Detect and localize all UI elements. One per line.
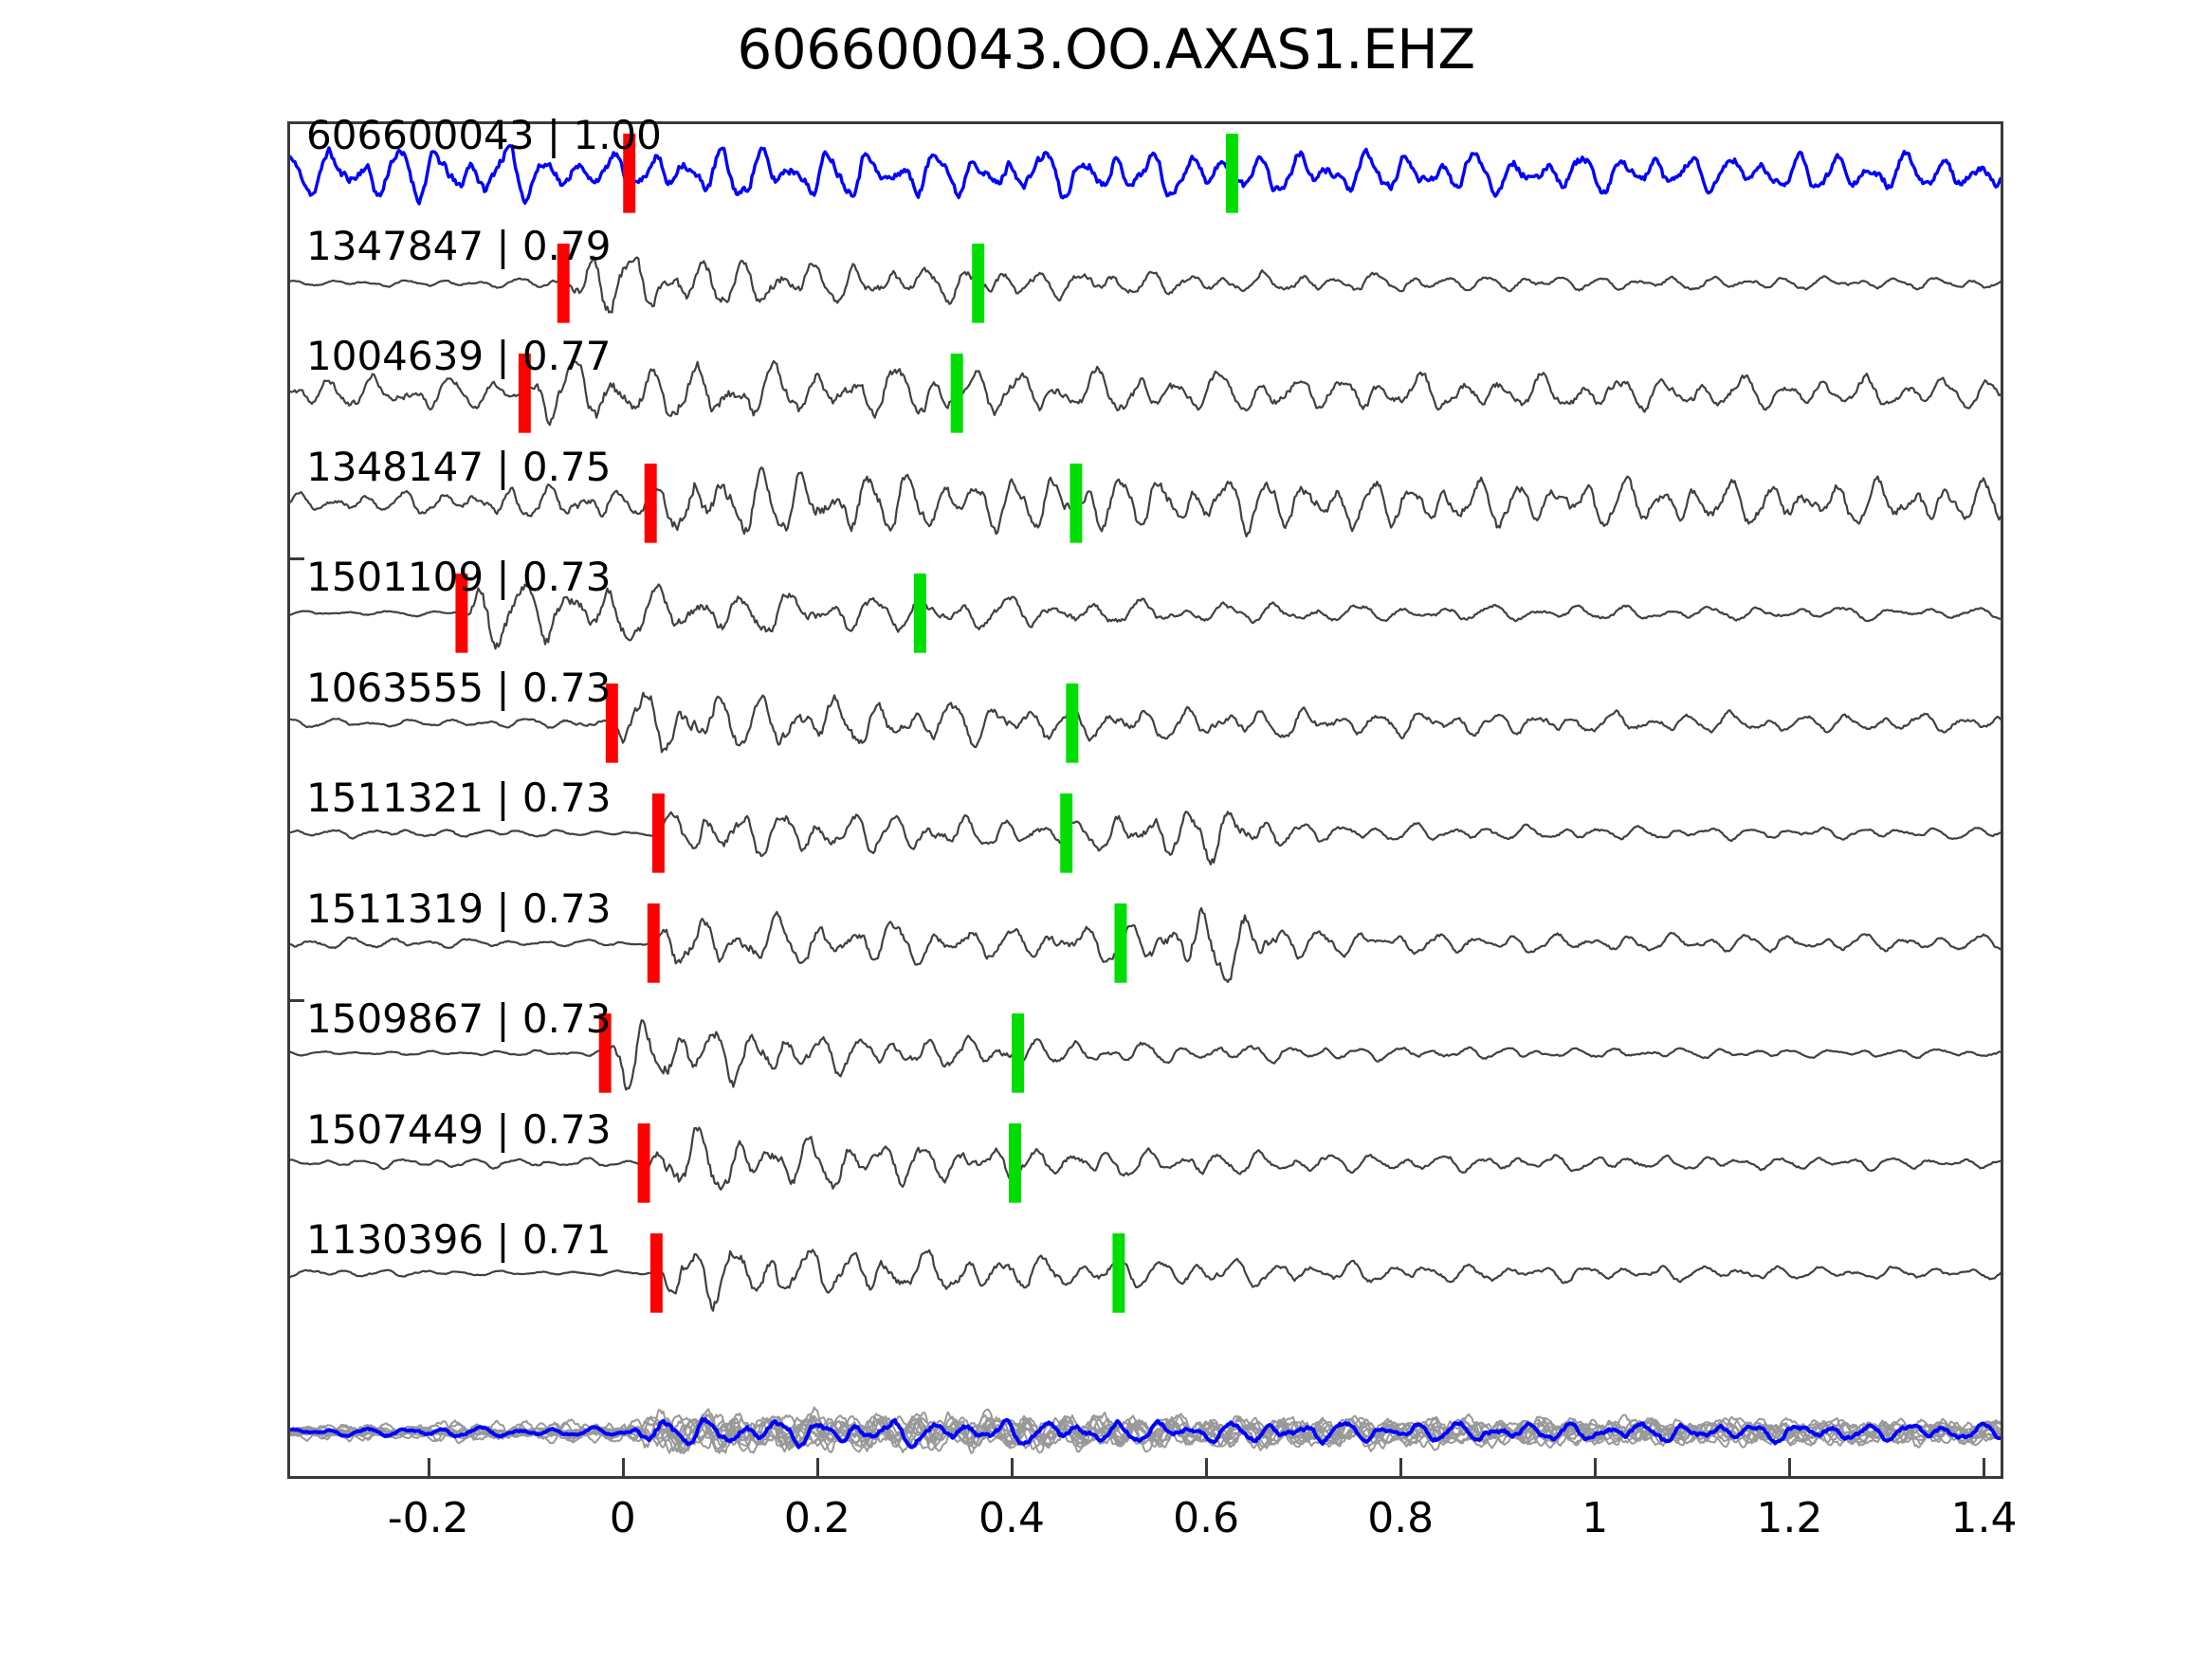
trace-row — [290, 243, 2001, 323]
p-pick-marker — [518, 353, 531, 433]
detection-waveform — [290, 255, 2001, 314]
detection-waveform — [290, 906, 2001, 983]
s-pick-marker — [1009, 1123, 1022, 1203]
x-tick-label: 1.4 — [1950, 1494, 2018, 1542]
x-tick-mark — [1010, 1458, 1014, 1479]
detection-waveform — [290, 466, 2001, 538]
s-pick-marker — [1225, 133, 1238, 213]
detection-waveform — [290, 811, 2001, 866]
trace-row — [290, 793, 2001, 873]
row-label-1501109: 1501109 | 0.73 — [306, 554, 612, 600]
p-pick-marker — [605, 684, 618, 763]
p-pick-marker — [598, 1013, 612, 1093]
x-tick-label: 0.6 — [1173, 1494, 1240, 1542]
stack-overlay — [290, 1406, 2001, 1455]
detection-waveform — [290, 1126, 2001, 1191]
x-tick-label: -0.2 — [387, 1494, 469, 1542]
row-label-1130396: 1130396 | 0.71 — [306, 1216, 612, 1263]
page-title: 606600043.OO.AXAS1.EHZ — [737, 17, 1475, 82]
x-tick-mark — [1594, 1458, 1598, 1479]
row-label-606600043: 606600043 | 1.00 — [306, 112, 662, 158]
x-tick-mark — [1983, 1458, 1986, 1479]
trace-row — [290, 133, 2001, 213]
trace-row — [290, 1013, 2001, 1093]
s-pick-marker — [1012, 1013, 1025, 1093]
trace-row — [290, 574, 2001, 653]
detection-waveform — [290, 1249, 2001, 1312]
s-pick-marker — [1112, 1233, 1125, 1313]
trace-row — [290, 1123, 2001, 1203]
p-pick-marker — [651, 793, 665, 873]
stack-gray-trace — [290, 1416, 2001, 1449]
detection-waveform — [290, 359, 2001, 427]
s-pick-marker — [1069, 463, 1083, 543]
row-label-1511321: 1511321 | 0.73 — [306, 775, 612, 821]
x-tick-mark — [621, 1458, 625, 1479]
row-label-1507449: 1507449 | 0.73 — [306, 1105, 612, 1153]
detection-waveform — [290, 691, 2001, 754]
x-tick-label: 1.2 — [1756, 1494, 1823, 1542]
trace-row — [290, 1233, 2001, 1313]
trace-row — [290, 463, 2001, 543]
detection-waveform — [290, 1019, 2001, 1091]
p-pick-marker — [649, 1233, 663, 1313]
x-tick-mark — [1788, 1458, 1792, 1479]
x-tick-mark — [1399, 1458, 1403, 1479]
row-label-1511319: 1511319 | 0.73 — [306, 884, 612, 932]
row-label-1348147: 1348147 | 0.75 — [306, 443, 612, 490]
trace-row — [290, 684, 2001, 763]
s-pick-marker — [1066, 684, 1079, 763]
p-pick-marker — [644, 463, 657, 543]
row-label-1004639: 1004639 | 0.77 — [306, 333, 612, 379]
x-tick-label: 0 — [609, 1494, 636, 1542]
x-tick-mark — [815, 1458, 819, 1479]
x-tick-mark — [427, 1458, 430, 1479]
s-pick-marker — [972, 243, 985, 323]
s-pick-marker — [1060, 793, 1073, 873]
stack-gray-trace — [290, 1413, 2001, 1454]
trace-row — [290, 353, 2001, 433]
s-pick-marker — [913, 574, 926, 653]
stack-mean-trace — [290, 1416, 2001, 1449]
waveform-canvas — [290, 133, 2001, 1455]
row-label-1063555: 1063555 | 0.73 — [306, 664, 612, 711]
row-label-1347847: 1347847 | 0.79 — [306, 222, 612, 269]
p-pick-marker — [455, 574, 468, 653]
p-pick-marker — [637, 1123, 650, 1203]
row-label-1509867: 1509867 | 0.73 — [306, 995, 612, 1042]
trace-row — [290, 903, 2001, 983]
p-pick-marker — [557, 243, 570, 323]
x-tick-label: 0.4 — [978, 1494, 1045, 1542]
template-waveform — [290, 144, 2001, 206]
x-tick-label: 1 — [1581, 1494, 1609, 1542]
x-tick-label: 0.2 — [783, 1494, 850, 1542]
stack-gray-trace — [290, 1409, 2001, 1454]
s-pick-marker — [950, 353, 963, 433]
p-pick-marker — [623, 133, 636, 213]
p-pick-marker — [647, 903, 660, 983]
x-tick-mark — [1205, 1458, 1209, 1479]
y-tick-mark — [287, 998, 304, 1002]
s-pick-marker — [1114, 903, 1127, 983]
y-tick-mark — [287, 556, 304, 560]
plot-axes — [287, 121, 2003, 1479]
detection-waveform — [290, 583, 2001, 650]
x-tick-label: 0.8 — [1367, 1494, 1435, 1542]
